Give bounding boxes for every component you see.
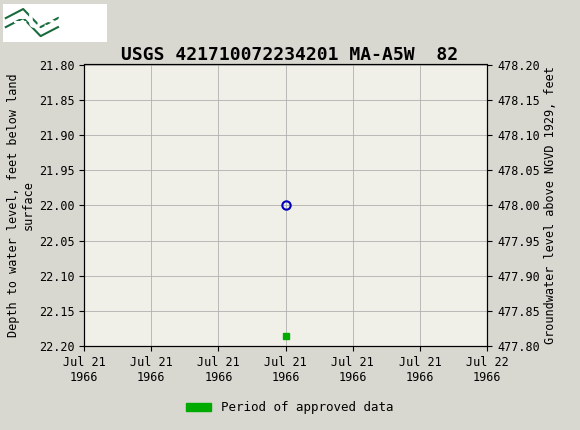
Text: USGS 421710072234201 MA-A5W  82: USGS 421710072234201 MA-A5W 82	[121, 46, 459, 64]
Bar	[3, 3, 107, 42]
Text: ≡USGS: ≡USGS	[12, 13, 88, 32]
Y-axis label: Groundwater level above NGVD 1929, feet: Groundwater level above NGVD 1929, feet	[544, 66, 557, 344]
Y-axis label: Depth to water level, feet below land
surface: Depth to water level, feet below land su…	[6, 74, 35, 337]
Legend: Period of approved data: Period of approved data	[181, 396, 399, 419]
